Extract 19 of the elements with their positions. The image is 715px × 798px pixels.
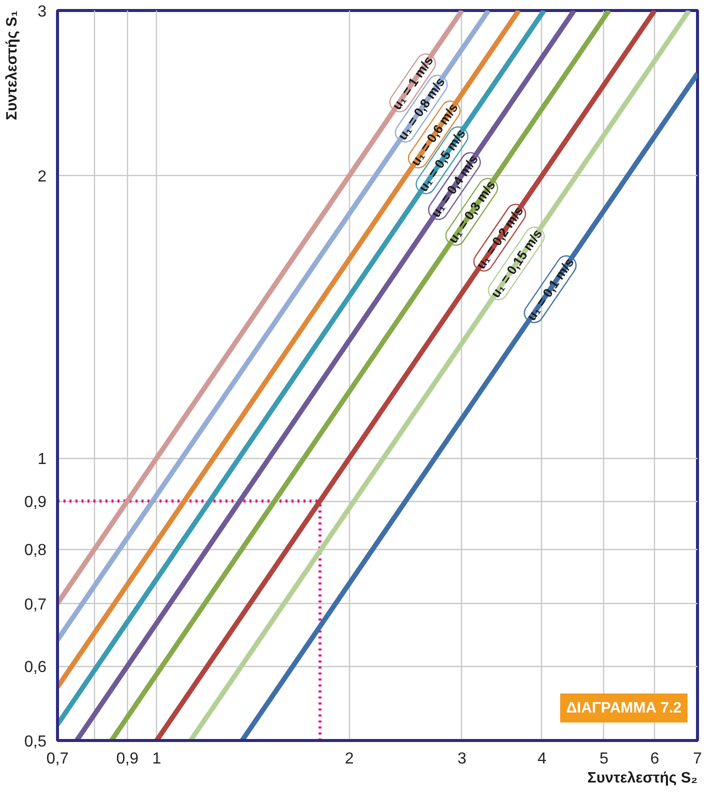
x-tick-label: 7 <box>693 750 702 768</box>
x-tick-label: 4 <box>538 750 547 768</box>
x-tick-label: 3 <box>458 750 467 768</box>
y-tick-label: 0,8 <box>24 542 47 560</box>
y-tick-label: 0,9 <box>24 494 47 512</box>
x-axis-title: Συντελεστής S₂ <box>587 770 698 786</box>
y-tick-label: 0,7 <box>24 596 47 614</box>
x-tick-label: 0,9 <box>116 750 139 768</box>
y-tick-label: 0,5 <box>24 734 47 750</box>
x-tick-label: 1 <box>152 750 162 768</box>
annotation: ΔΙΑΓΡΑΜΜΑ 7.2 <box>566 700 682 716</box>
y-tick-label: 0,6 <box>24 659 47 676</box>
y-tick-label: 1 <box>38 451 47 468</box>
y-axis-title: Συντελεστής S₁ <box>4 10 20 120</box>
x-tick-label: 2 <box>344 750 354 768</box>
y-tick-label: 3 <box>38 4 47 20</box>
y-tick-label: 2 <box>38 168 47 186</box>
x-tick-label: 5 <box>600 750 609 768</box>
x-tick-label: 6 <box>650 750 660 768</box>
